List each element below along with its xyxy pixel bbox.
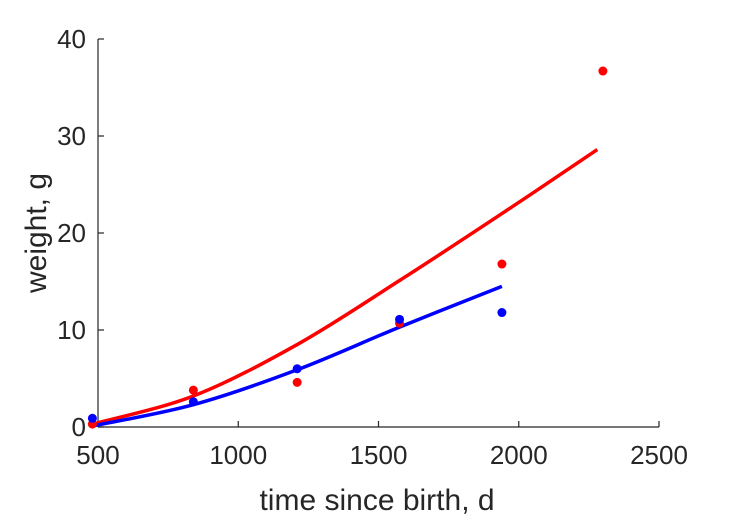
y-tick-label: 0 — [72, 412, 86, 442]
x-tick-label: 2500 — [630, 440, 688, 470]
x-tick-label: 1500 — [350, 440, 408, 470]
y-tick-label: 20 — [57, 218, 86, 248]
data-point-series-1 — [188, 385, 198, 395]
x-tick-label: 1000 — [209, 440, 267, 470]
x-tick-label: 500 — [76, 440, 119, 470]
fit-curve-series-1 — [91, 148, 599, 426]
axes: 500 1000 1500 2000 2500 0 10 20 30 40 — [57, 24, 688, 470]
data-point-series-2 — [497, 308, 507, 318]
data-points — [87, 66, 608, 429]
y-tick-label: 30 — [57, 121, 86, 151]
fit-curve-series-2 — [92, 284, 503, 428]
data-point-series-2 — [188, 397, 198, 407]
data-point-series-1 — [497, 259, 507, 269]
data-point-series-2 — [395, 314, 405, 324]
y-axis-label: weight, g — [20, 173, 53, 294]
x-axis-label: time since birth, d — [259, 484, 494, 517]
data-point-series-2 — [87, 413, 97, 423]
y-tick-label: 40 — [57, 24, 86, 54]
data-point-series-2 — [292, 364, 302, 374]
fit-curves — [91, 148, 599, 428]
data-point-series-1 — [292, 377, 302, 387]
y-tick-label: 10 — [57, 315, 86, 345]
x-tick-label: 2000 — [490, 440, 548, 470]
data-point-series-1 — [598, 66, 608, 76]
